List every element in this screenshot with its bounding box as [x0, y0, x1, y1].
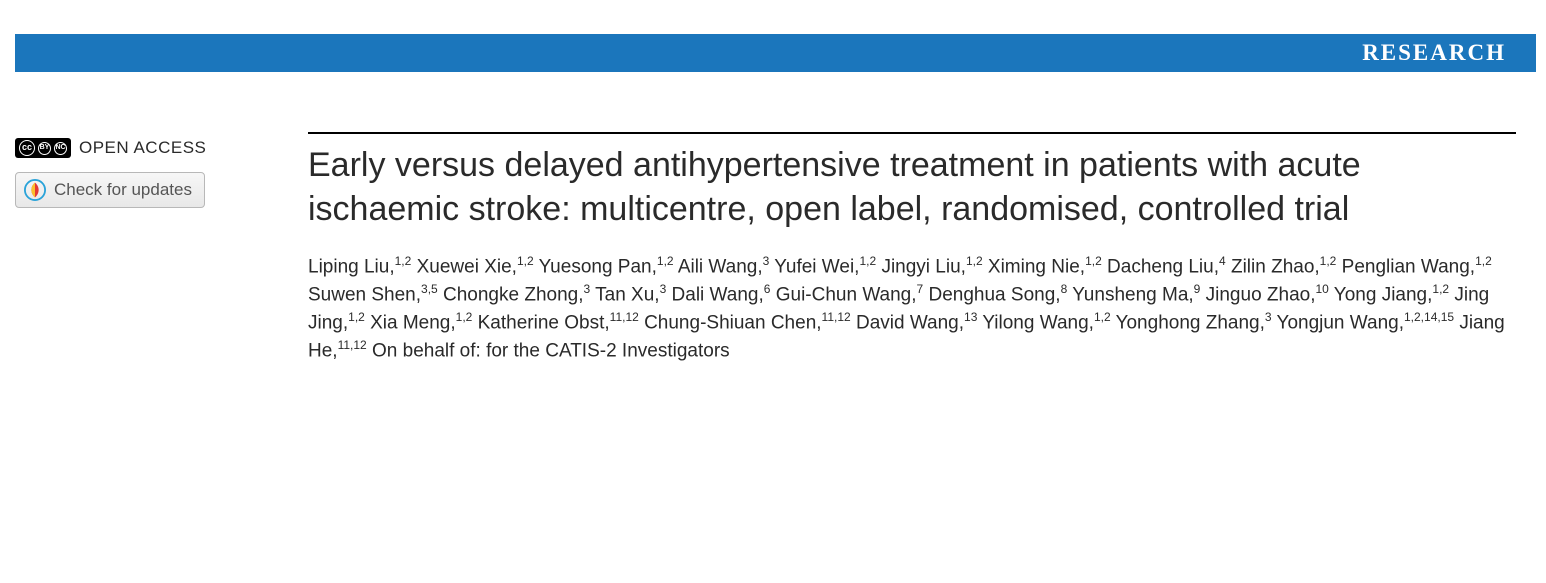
check-updates-label: Check for updates	[54, 180, 192, 200]
on-behalf: On behalf of: for the CATIS-2 Investigat…	[372, 340, 730, 361]
author-affil: 1,2	[1432, 282, 1449, 296]
author: Yufei Wei,	[774, 256, 859, 277]
author-affil: 1,2	[1094, 310, 1111, 324]
author-list: Liping Liu,1,2 Xuewei Xie,1,2 Yuesong Pa…	[308, 253, 1516, 365]
author: Gui-Chun Wang,	[776, 284, 917, 305]
section-banner: RESEARCH	[15, 34, 1536, 72]
author: Katherine Obst,	[478, 312, 610, 333]
open-access-badge: cc BY NC OPEN ACCESS	[15, 138, 280, 158]
author: Xuewei Xie,	[417, 256, 517, 277]
author: Liping Liu,	[308, 256, 395, 277]
crossmark-icon	[24, 179, 46, 201]
author: Chongke Zhong,	[443, 284, 584, 305]
author-affil: 9	[1194, 282, 1201, 296]
author: Denghua Song,	[929, 284, 1061, 305]
author: Dacheng Liu,	[1107, 256, 1219, 277]
author-affil: 11,12	[822, 310, 851, 324]
author-affil: 1,2	[657, 254, 674, 268]
author-affil: 1,2	[1320, 254, 1337, 268]
author: Yonghong Zhang,	[1116, 312, 1265, 333]
author: Yuesong Pan,	[539, 256, 657, 277]
content-row: cc BY NC OPEN ACCESS Check for updates E…	[15, 132, 1516, 365]
author: Aili Wang,	[678, 256, 763, 277]
author-affil: 3	[660, 282, 667, 296]
author: Dali Wang,	[672, 284, 764, 305]
nc-icon: NC	[54, 142, 67, 155]
author: Xia Meng,	[370, 312, 456, 333]
article-header: Early versus delayed antihypertensive tr…	[280, 132, 1516, 365]
author-affil: 3	[584, 282, 591, 296]
author: Ximing Nie,	[988, 256, 1085, 277]
author-affil: 11,12	[338, 338, 367, 352]
author-affil: 1,2	[456, 310, 473, 324]
author: David Wang,	[856, 312, 964, 333]
author: Zilin Zhao,	[1231, 256, 1320, 277]
author: Suwen Shen,	[308, 284, 421, 305]
author: Chung-Shiuan Chen,	[644, 312, 821, 333]
author-affil: 13	[964, 310, 977, 324]
author-affil: 1,2	[517, 254, 534, 268]
author-affil: 1,2	[859, 254, 876, 268]
author-affil: 11,12	[610, 310, 639, 324]
article-title: Early versus delayed antihypertensive tr…	[308, 144, 1516, 231]
cc-license-icon: cc BY NC	[15, 138, 71, 158]
author: Jinguo Zhao,	[1206, 284, 1316, 305]
author: Yong Jiang,	[1334, 284, 1433, 305]
author-affil: 1,2	[966, 254, 983, 268]
title-rule	[308, 132, 1516, 134]
author-affil: 1,2	[395, 254, 412, 268]
banner-label: RESEARCH	[1362, 40, 1506, 65]
author-affil: 3	[763, 254, 770, 268]
author-affil: 3	[1265, 310, 1272, 324]
author: Yunsheng Ma,	[1072, 284, 1193, 305]
author-affil: 1,2	[1475, 254, 1492, 268]
author-affil: 1,2,14,15	[1404, 310, 1454, 324]
check-for-updates-button[interactable]: Check for updates	[15, 172, 205, 208]
author: Tan Xu,	[595, 284, 659, 305]
by-icon: BY	[38, 142, 51, 155]
author-affil: 10	[1316, 282, 1329, 296]
author: Yongjun Wang,	[1277, 312, 1404, 333]
author-affil: 3,5	[421, 282, 438, 296]
sidebar: cc BY NC OPEN ACCESS Check for updates	[15, 132, 280, 365]
open-access-label: OPEN ACCESS	[79, 138, 206, 158]
author: Jingyi Liu,	[881, 256, 966, 277]
author-affil: 4	[1219, 254, 1226, 268]
author: Yilong Wang,	[982, 312, 1094, 333]
author-affil: 6	[764, 282, 771, 296]
author-affil: 1,2	[1085, 254, 1102, 268]
cc-icon: cc	[19, 140, 35, 156]
author-affil: 7	[917, 282, 924, 296]
author: Penglian Wang,	[1342, 256, 1475, 277]
author-affil: 8	[1061, 282, 1068, 296]
author-affil: 1,2	[348, 310, 365, 324]
